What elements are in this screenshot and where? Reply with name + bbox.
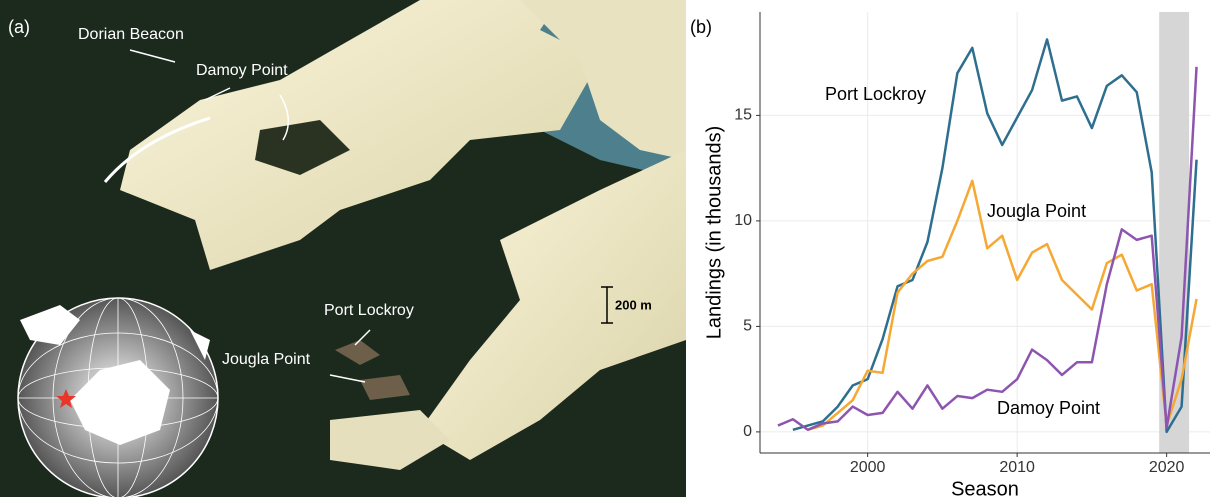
place-label: Jougla Point xyxy=(222,351,311,368)
scale-label: 200 m xyxy=(615,297,652,312)
y-tick-label: 5 xyxy=(743,318,752,335)
x-tick-label: 2000 xyxy=(850,459,886,476)
y-axis-label: Landings (in thousands) xyxy=(703,126,725,339)
page: {"image": {"panel_label": "(a)", "labels… xyxy=(0,0,1214,497)
panel-label: (b) xyxy=(690,17,712,37)
figure: (a) Dorian Beacon Damoy Point Port Lockr… xyxy=(0,0,1214,497)
y-tick-label: 15 xyxy=(734,107,752,124)
x-axis-label: Season xyxy=(951,478,1019,497)
x-tick-label: 2010 xyxy=(999,459,1035,476)
place-label: Dorian Beacon xyxy=(78,26,184,43)
y-tick-label: 0 xyxy=(743,423,752,440)
series-label: Jougla Point xyxy=(987,201,1086,221)
x-tick-label: 2020 xyxy=(1149,459,1185,476)
y-tick-label: 10 xyxy=(734,212,752,229)
satellite-image: (a) Dorian Beacon Damoy Point Port Lockr… xyxy=(0,0,686,497)
place-label: Damoy Point xyxy=(196,62,288,79)
panel-label: (a) xyxy=(8,17,30,37)
series-label: Port Lockroy xyxy=(825,84,926,104)
place-label: Port Lockroy xyxy=(324,302,414,319)
series-label: Damoy Point xyxy=(997,398,1100,418)
